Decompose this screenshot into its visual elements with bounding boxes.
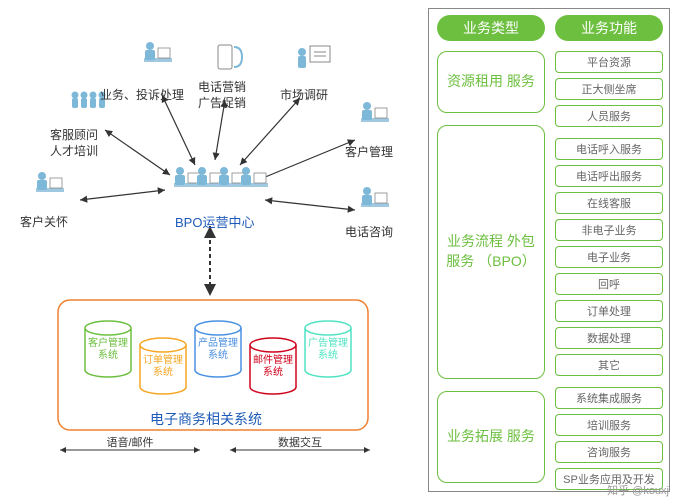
item-1-3: 非电子业务	[555, 219, 663, 241]
group-0-label: 资源租用 服务	[437, 51, 545, 113]
item-0-1: 正大侧坐席	[555, 78, 663, 100]
node-complain-label: 业务、投诉处理	[100, 88, 184, 104]
item-0-2: 人员服务	[555, 105, 663, 127]
center-label: BPO运营中心	[175, 215, 254, 232]
header-left: 业务类型	[437, 15, 545, 41]
group-1-label: 业务流程 外包服务 （BPO）	[437, 125, 545, 379]
item-1-5: 回呼	[555, 273, 663, 295]
group-2-label: 业务拓展 服务	[437, 391, 545, 483]
item-0-0: 平台资源	[555, 51, 663, 73]
node-telesale-label: 电话营销 广告促销	[198, 80, 246, 111]
header-right: 业务功能	[555, 15, 663, 41]
item-2-2: 咨询服务	[555, 441, 663, 463]
item-1-7: 数据处理	[555, 327, 663, 349]
item-1-4: 电子业务	[555, 246, 663, 268]
item-2-1: 培训服务	[555, 414, 663, 436]
right-panel: 业务类型 业务功能 资源租用 服务平台资源正大侧坐席人员服务业务流程 外包服务 …	[428, 8, 670, 492]
item-1-2: 在线客服	[555, 192, 663, 214]
node-care-label: 客户关怀	[20, 215, 68, 231]
item-1-1: 电话呼出服务	[555, 165, 663, 187]
node-training-label: 客服顾问 人才培训	[50, 128, 98, 159]
node-custmgmt-label: 客户管理	[345, 145, 393, 161]
node-consult-label: 电话咨询	[345, 225, 393, 241]
range-label-0: 语音/邮件	[100, 434, 160, 450]
item-1-8: 其它	[555, 354, 663, 376]
node-survey-label: 市场调研	[280, 88, 328, 104]
item-1-0: 电话呼入服务	[555, 138, 663, 160]
systems-label: 电子商务相关系统	[150, 410, 262, 428]
range-label-1: 数据交互	[270, 434, 330, 450]
watermark: 知乎 @kouxj	[607, 482, 669, 498]
item-2-0: 系统集成服务	[555, 387, 663, 409]
item-1-6: 订单处理	[555, 300, 663, 322]
